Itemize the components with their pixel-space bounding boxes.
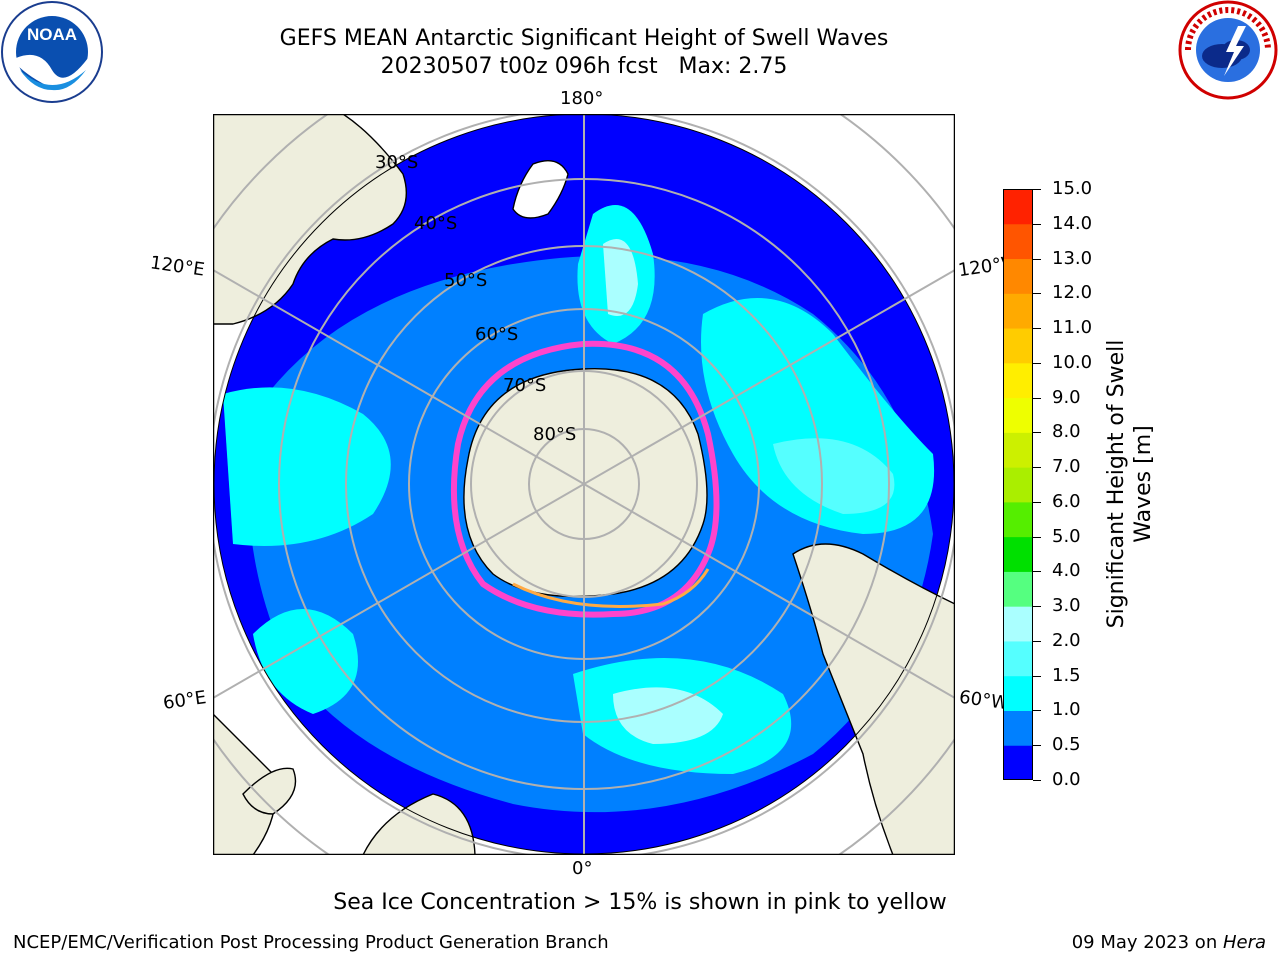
colorbar-label-line2: Waves [m]	[1131, 425, 1156, 543]
colorbar-tick-mark	[1033, 467, 1041, 469]
colorbar-segment	[1003, 606, 1033, 642]
colorbar-segment	[1003, 536, 1033, 572]
colorbar-segment	[1003, 467, 1033, 503]
colorbar-segment	[1003, 571, 1033, 607]
machine-name: Hera	[1222, 932, 1266, 953]
colorbar-segment	[1003, 710, 1033, 746]
colorbar-segment	[1003, 432, 1033, 468]
colorbar-segment	[1003, 223, 1033, 260]
colorbar-segment	[1003, 675, 1033, 711]
colorbar-tick-mark	[1033, 606, 1041, 608]
colorbar-tick-label: 10.0	[1052, 351, 1093, 373]
colorbar-tick-label: 11.0	[1052, 317, 1093, 339]
colorbar-tick-label: 13.0	[1052, 247, 1093, 269]
colorbar-segment	[1003, 293, 1033, 329]
colorbar-segment	[1003, 328, 1033, 364]
date-stamp: 09 May 2023 on Hera	[1072, 932, 1266, 953]
colorbar-tick-mark	[1033, 780, 1041, 781]
polar-map	[133, 33, 1035, 935]
colorbar-segment	[1003, 501, 1033, 538]
credit-line: NCEP/EMC/Verification Post Processing Pr…	[13, 932, 609, 953]
colorbar-tick-label: 0.0	[1052, 769, 1081, 790]
colorbar-tick-label: 8.0	[1052, 421, 1081, 443]
lon-label-120e: 120°E	[148, 252, 206, 281]
lat-label-50s: 50°S	[444, 270, 488, 291]
colorbar	[1003, 189, 1033, 781]
colorbar-tick-mark	[1033, 536, 1041, 538]
colorbar-segment	[1003, 189, 1033, 225]
colorbar-tick-mark	[1033, 675, 1041, 677]
colorbar-segment	[1003, 258, 1033, 294]
colorbar-tick-label: 3.0	[1052, 595, 1081, 617]
colorbar-tick-label: 0.5	[1052, 734, 1081, 756]
colorbar-tick-mark	[1033, 501, 1041, 503]
map-subtitle: 20230507 t00z 096h fcst Max: 2.75	[380, 54, 788, 79]
colorbar-tick-mark	[1033, 640, 1041, 642]
colorbar-tick-label: 4.0	[1052, 560, 1081, 582]
colorbar-tick-label: 6.0	[1052, 490, 1081, 512]
colorbar-tick-label: 7.0	[1052, 456, 1081, 478]
colorbar-label: Significant Height of Swell Waves [m]	[1103, 284, 1157, 684]
colorbar-label-line1: Significant Height of Swell	[1104, 339, 1129, 629]
colorbar-tick-label: 12.0	[1052, 282, 1093, 304]
colorbar-tick-label: 9.0	[1052, 386, 1081, 408]
sea-ice-fringe	[450, 340, 720, 618]
colorbar-tick-mark	[1033, 223, 1041, 225]
colorbar-segment	[1003, 745, 1033, 781]
lon-label-0: 0°	[572, 858, 593, 879]
colorbar-segment	[1003, 397, 1033, 433]
noaa-logo-icon: NOAA	[0, 0, 104, 104]
lat-label-30s: 30°S	[375, 152, 419, 173]
sea-ice-caption: Sea Ice Concentration > 15% is shown in …	[333, 890, 947, 915]
colorbar-svg	[1003, 189, 1033, 781]
polar-map-svg	[133, 33, 1035, 935]
lat-label-70s: 70°S	[503, 375, 547, 396]
colorbar-border	[1003, 189, 1033, 780]
colorbar-tick-mark	[1033, 397, 1041, 399]
colorbar-tick-mark	[1033, 571, 1041, 573]
colorbar-tick-mark	[1033, 328, 1041, 330]
noaa-text: NOAA	[27, 25, 77, 44]
colorbar-segment	[1003, 640, 1033, 677]
colorbar-tick-mark	[1033, 745, 1041, 747]
lat-label-80s: 80°S	[533, 424, 577, 445]
colorbar-tick-mark	[1033, 258, 1041, 260]
colorbar-tick-mark	[1033, 710, 1041, 712]
colorbar-segment	[1003, 362, 1033, 399]
nws-logo-icon	[1178, 0, 1278, 100]
colorbar-tick-label: 1.5	[1052, 664, 1081, 686]
colorbar-tick-label: 5.0	[1052, 525, 1081, 547]
colorbar-tick-label: 1.0	[1052, 699, 1081, 721]
colorbar-tick-label: 2.0	[1052, 629, 1081, 651]
map-title: GEFS MEAN Antarctic Significant Height o…	[279, 26, 889, 51]
colorbar-tick-mark	[1033, 362, 1041, 364]
lat-label-60s: 60°S	[475, 324, 519, 345]
lat-label-40s: 40°S	[414, 213, 458, 234]
colorbar-tick-mark	[1033, 432, 1041, 434]
colorbar-tick-label: 15.0	[1052, 178, 1093, 199]
colorbar-tick-mark	[1033, 189, 1041, 190]
lon-label-60e: 60°E	[161, 687, 208, 714]
colorbar-tick-mark	[1033, 293, 1041, 295]
date-text: 09 May 2023 on	[1071, 932, 1223, 953]
colorbar-tick-label: 14.0	[1052, 212, 1093, 234]
lon-label-180: 180°	[560, 88, 604, 109]
